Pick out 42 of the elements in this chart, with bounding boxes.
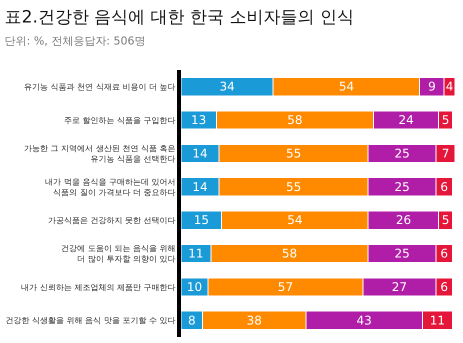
- data-label: 6: [440, 180, 448, 194]
- y-tick-label: 내가 신뢰하는 제조업체의 제품만 구매한다: [21, 282, 176, 292]
- data-label: 7: [442, 146, 450, 160]
- data-label: 10: [186, 280, 202, 294]
- data-label: 34: [219, 80, 235, 94]
- data-label: 6: [440, 246, 448, 261]
- data-label: 43: [356, 313, 372, 328]
- text: 단위: %, 전체응답자: 506명: [4, 34, 146, 48]
- data-label: 4: [446, 80, 454, 94]
- data-label: 14: [192, 146, 208, 160]
- data-label: 11: [430, 313, 446, 328]
- data-label: 58: [282, 246, 298, 261]
- data-label: 26: [396, 213, 412, 228]
- data-label: 25: [394, 146, 410, 160]
- data-label: 57: [278, 280, 294, 294]
- data-label: 24: [398, 113, 414, 128]
- y-tick-label: 가능한 그 지역에서 생산된 천연 식품 혹은 유기농 식품을 선택한다: [24, 144, 176, 164]
- data-label: 58: [287, 113, 303, 128]
- y-tick-label: 건강한 식생활을 위해 음식 맛을 포기할 수 있다: [6, 316, 176, 326]
- data-label: 11: [188, 246, 204, 261]
- data-label: 55: [286, 180, 302, 194]
- y-tick-label: 건강에 도움이 되는 음식을 위해 더 많이 투자할 의향이 있다: [61, 244, 176, 264]
- data-label: 9: [428, 80, 436, 94]
- y-tick-label: 내가 먹을 음식을 구매하는데 있어서 식품의 질이 가격보다 더 중요하다: [45, 177, 176, 197]
- y-tick-label: 주로 할인하는 식품을 구입한다: [64, 116, 176, 125]
- data-label: 13: [190, 113, 206, 128]
- data-label: 15: [194, 213, 209, 228]
- data-label: 54: [338, 80, 354, 94]
- data-label: 54: [287, 213, 303, 228]
- y-tick-label: 가공식품은 건강하지 못한 선택이다: [48, 216, 176, 225]
- data-label: 55: [286, 146, 302, 160]
- chart-title: 표2.건강한 음식에 대한 한국 소비자들의 인식: [4, 7, 354, 28]
- data-label: 27: [392, 280, 408, 294]
- data-label: 5: [442, 113, 450, 128]
- data-label: 14: [192, 180, 208, 194]
- data-label: 25: [394, 246, 410, 261]
- data-label: 8: [188, 313, 196, 328]
- data-label: 25: [394, 180, 410, 194]
- data-label: 6: [440, 280, 448, 294]
- data-label: 5: [442, 213, 450, 228]
- data-label: 38: [246, 313, 262, 328]
- y-tick-label: 유기농 식품과 천연 식재료 비용이 더 높다: [24, 82, 176, 92]
